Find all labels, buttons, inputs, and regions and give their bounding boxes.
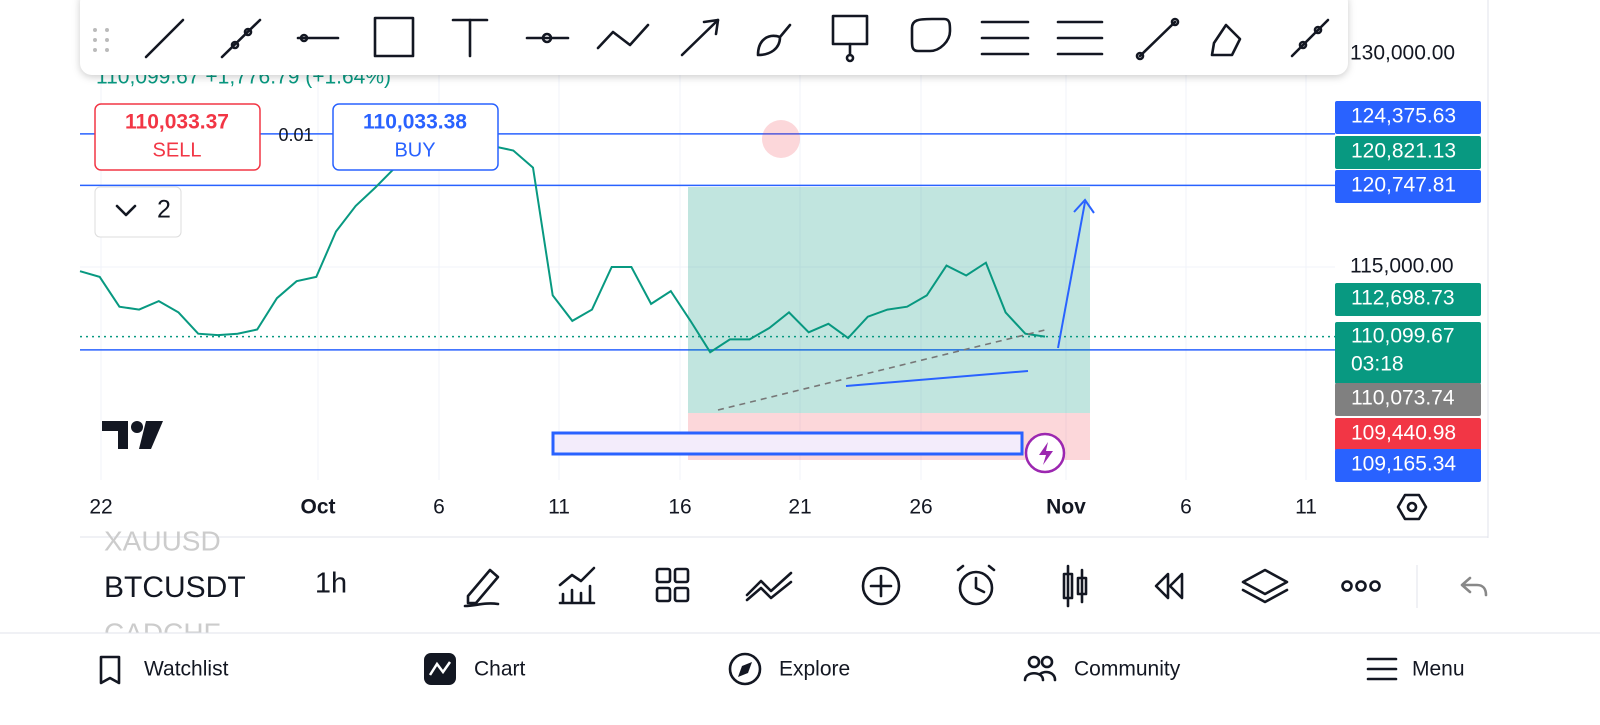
price-label-box [1335, 322, 1481, 384]
x-tick-label: 16 [668, 496, 691, 519]
nav-watchlist[interactable]: Watchlist [144, 658, 229, 681]
x-tick-label: 6 [433, 496, 445, 519]
settings-icon[interactable] [1396, 493, 1428, 521]
x-tick-label: Nov [1046, 496, 1086, 519]
buy-label: BUY [394, 139, 435, 161]
symbol-current[interactable]: BTCUSDT [104, 571, 246, 604]
price-label: 110,099.67 [1351, 325, 1455, 348]
price-label: 109,440.98 [1351, 422, 1456, 445]
trend-line[interactable] [845, 370, 1029, 387]
x-tick-label: 22 [89, 496, 112, 519]
nav-community[interactable]: Community [1074, 658, 1181, 681]
price-label-box [1335, 136, 1481, 169]
nav-bar [0, 633, 1600, 720]
x-tick-label: 11 [1295, 496, 1317, 519]
sell-label: SELL [153, 139, 202, 161]
layers-button[interactable] [94, 186, 182, 238]
price-label: 110,073.74 [1351, 387, 1455, 410]
x-tick-label: 26 [909, 496, 932, 519]
price-label: 112,698.73 [1351, 287, 1455, 310]
interval[interactable]: 1h [315, 568, 347, 600]
price-label-box [1335, 418, 1481, 451]
price-label: 120,747.81 [1351, 174, 1456, 197]
symbol-prev[interactable]: XAUUSD [104, 525, 221, 556]
drag-handle[interactable] [93, 28, 109, 52]
chevron [115, 204, 137, 217]
bolt-icon [1039, 442, 1053, 465]
nav-chart[interactable]: Chart [474, 658, 526, 681]
price-label-box [1335, 170, 1481, 203]
rectangle-drawing[interactable] [551, 431, 1024, 456]
target-zone[interactable] [688, 187, 1090, 413]
x-tick-label: 21 [788, 496, 811, 519]
y-tick-label: 115,000.00 [1350, 255, 1454, 278]
arrow-head [1073, 198, 1095, 214]
bottom-toolbar-icons[interactable] [463, 564, 1488, 608]
arrow-line[interactable] [1057, 201, 1086, 349]
buy-button[interactable] [332, 103, 499, 171]
touch-indicator [762, 120, 800, 158]
price-label-box [1335, 101, 1481, 134]
tv-logo [102, 421, 163, 449]
trend-line[interactable] [717, 329, 1046, 411]
price-label-box [1335, 449, 1481, 482]
sell-price: 110,033.37 [125, 111, 229, 134]
price-label-box [1335, 383, 1481, 416]
nav-explore[interactable]: Explore [779, 658, 850, 681]
sell-button[interactable] [94, 103, 261, 171]
x-tick-label: 6 [1180, 496, 1192, 519]
x-tick-label: Oct [300, 496, 335, 519]
price-label-box [1335, 283, 1481, 316]
tool-icons[interactable] [144, 14, 1330, 63]
countdown: 03:18 [1351, 353, 1404, 376]
layers-count: 2 [157, 196, 171, 224]
y-tick-label: 130,000.00 [1350, 42, 1455, 65]
quantity[interactable]: 0.01 [278, 125, 313, 145]
chart-area: 22 Oct 6 11 16 21 26 Nov 6 11 115,000.00 130,000.00 [79, 0, 1455, 519]
x-tick-label: 11 [548, 496, 570, 519]
buy-price: 110,033.38 [363, 111, 467, 134]
price-label: 109,165.34 [1351, 453, 1456, 476]
nav-menu[interactable]: Menu [1412, 658, 1465, 681]
price-label: 120,821.13 [1351, 140, 1456, 163]
price-label: 124,375.63 [1351, 105, 1456, 128]
nav-icons[interactable] [99, 652, 1398, 686]
price-line [79, 145, 1046, 354]
